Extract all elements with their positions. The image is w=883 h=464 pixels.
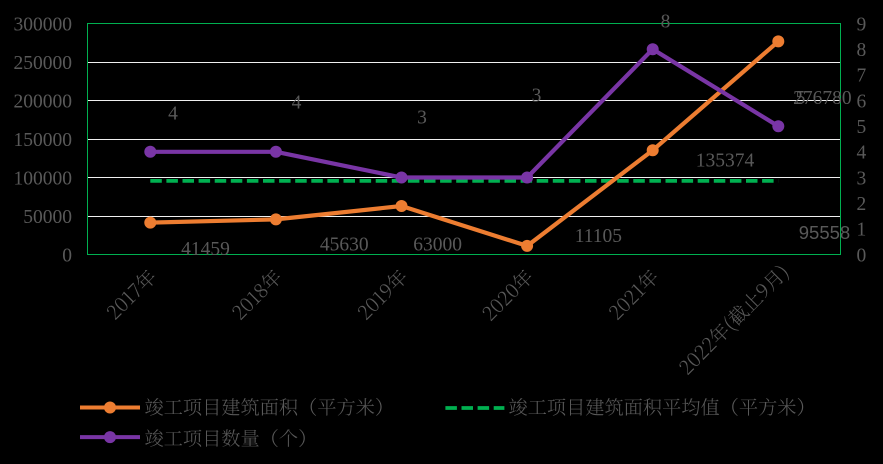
svg-text:7: 7 [857, 66, 867, 87]
svg-text:45630: 45630 [320, 235, 369, 256]
svg-text:200000: 200000 [14, 91, 73, 112]
svg-text:5: 5 [796, 88, 806, 109]
svg-text:276780: 276780 [793, 88, 852, 109]
svg-text:1: 1 [857, 220, 867, 241]
svg-text:3: 3 [532, 86, 542, 107]
svg-text:0: 0 [857, 245, 867, 266]
svg-text:250000: 250000 [14, 53, 73, 74]
svg-text:9: 9 [857, 14, 867, 35]
svg-text:5: 5 [857, 117, 867, 138]
svg-text:2: 2 [857, 194, 867, 215]
svg-text:0: 0 [62, 245, 72, 266]
svg-text:11105: 11105 [575, 226, 622, 247]
svg-text:63000: 63000 [413, 235, 462, 256]
svg-text:8: 8 [857, 40, 867, 61]
svg-text:300000: 300000 [14, 14, 73, 35]
svg-text:4: 4 [292, 93, 302, 114]
svg-text:6: 6 [857, 91, 867, 112]
svg-text:150000: 150000 [14, 130, 73, 151]
svg-text:41459: 41459 [181, 239, 230, 260]
svg-text:100000: 100000 [14, 168, 73, 189]
svg-text:8: 8 [661, 11, 671, 32]
svg-text:50000: 50000 [23, 207, 72, 228]
svg-text:3: 3 [417, 107, 427, 128]
svg-text:4: 4 [857, 143, 867, 164]
svg-text:4: 4 [168, 103, 178, 124]
svg-text:3: 3 [857, 168, 867, 189]
svg-text:95558: 95558 [799, 222, 850, 243]
svg-text:135374: 135374 [696, 150, 755, 171]
